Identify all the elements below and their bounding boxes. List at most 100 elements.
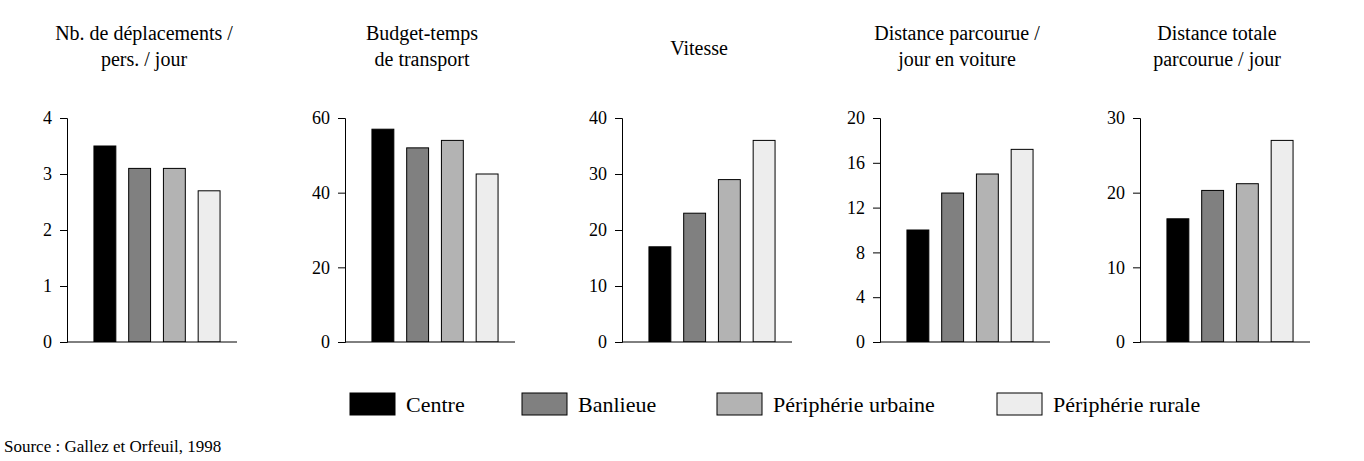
tick-label: 20 [1107,183,1125,203]
tick-mark [338,193,345,194]
tick-label: 10 [589,276,607,296]
tick-mark [60,118,67,119]
tick: 12 [847,198,880,218]
bar [1202,190,1224,342]
tick: 10 [589,276,622,296]
tick-mark [873,163,880,164]
tick: 30 [1107,108,1140,128]
tick-label: 0 [856,332,865,352]
tick-label: 0 [598,332,607,352]
bars [649,140,775,342]
tick: 4 [856,287,880,307]
chart-title: Distance totaleparcourue / jour [1153,22,1281,71]
tick-mark [615,174,622,175]
legend-swatch [717,393,762,415]
y-axis: 0 1 2 3 4 [43,108,68,352]
legend-label: Périphérie urbaine [773,392,935,417]
legend: CentreBanlieuePériphérie urbainePériphér… [350,392,1200,417]
tick-label: 16 [847,153,865,173]
tick-label: 3 [43,164,52,184]
x-axis-line [1140,342,1310,343]
bar [372,129,394,342]
tick-mark [873,118,880,119]
panel: Distance parcourue /jour en voiture 0 4 8 12… [847,22,1050,352]
bar [718,180,740,342]
legend-swatch [997,393,1042,415]
tick-mark [60,342,67,343]
tick-label: 20 [589,220,607,240]
bar [1236,184,1258,342]
tick-mark [873,342,880,343]
tick-mark [60,286,67,287]
tick-label: 4 [856,287,865,307]
legend-swatch [350,393,395,415]
tick: 0 [43,332,67,352]
bar [407,148,429,342]
y-axis: 0 10 20 30 [1107,108,1141,352]
tick: 4 [43,108,67,128]
tick-mark [1133,267,1140,268]
tick-label: 1 [43,276,52,296]
tick: 20 [1107,183,1140,203]
tick-mark [338,118,345,119]
tick-label: 40 [589,108,607,128]
tick-label: 4 [43,108,52,128]
panel: Vitesse 0 10 20 30 40 [589,37,792,352]
y-axis-line [338,119,346,343]
bars [94,146,220,342]
y-axis: 0204060 [312,108,346,352]
y-axis: 0 10 20 30 40 [589,108,623,352]
tick: 16 [847,153,880,173]
bar [198,191,220,342]
tick: 40 [589,108,622,128]
tick-mark [873,252,880,253]
legend-entry: Centre [350,392,465,417]
tick-mark [1133,342,1140,343]
legend-label: Banlieue [578,392,656,417]
legend-label: Centre [406,392,465,417]
tick-label: 60 [312,108,330,128]
bar [649,247,671,342]
tick-mark [615,286,622,287]
panel: Nb. de déplacements /pers. / jour 0 1 2 3 4 [43,22,237,352]
tick: 0 [598,332,622,352]
x-axis-line [622,342,792,343]
y-axis-line [873,119,881,343]
tick: 0 [856,332,880,352]
bar [163,168,185,342]
tick-mark [60,174,67,175]
tick: 30 [589,164,622,184]
tick-label: 0 [321,332,330,352]
tick-label: 20 [847,108,865,128]
tick: 60 [312,108,345,128]
bar [129,168,151,342]
tick: 40 [312,183,345,203]
bar [942,193,964,342]
tick: 20 [589,220,622,240]
panel: Budget-tempsde transport0204060 [312,22,515,352]
x-axis-line [345,342,515,343]
tick-label: 8 [856,243,865,263]
tick: 20 [847,108,880,128]
tick: 1 [43,276,67,296]
tick: 3 [43,164,67,184]
bar [1167,219,1189,342]
bar [1011,149,1033,342]
chart-title: Nb. de déplacements /pers. / jour [55,22,233,71]
tick-label: 0 [1116,332,1125,352]
tick-label: 30 [589,164,607,184]
bar [94,146,116,342]
tick-mark [615,230,622,231]
tick-mark [1133,118,1140,119]
bar [441,140,463,342]
tick-label: 10 [1107,258,1125,278]
bar [476,174,498,342]
tick: 2 [43,220,67,240]
tick-label: 40 [312,183,330,203]
chart-title: Vitesse [670,37,728,59]
bar [684,213,706,342]
tick-mark [873,297,880,298]
chart-title: Distance parcourue /jour en voiture [874,22,1040,71]
y-axis: 0 4 8 12 16 20 [847,108,881,352]
bars [372,129,498,342]
